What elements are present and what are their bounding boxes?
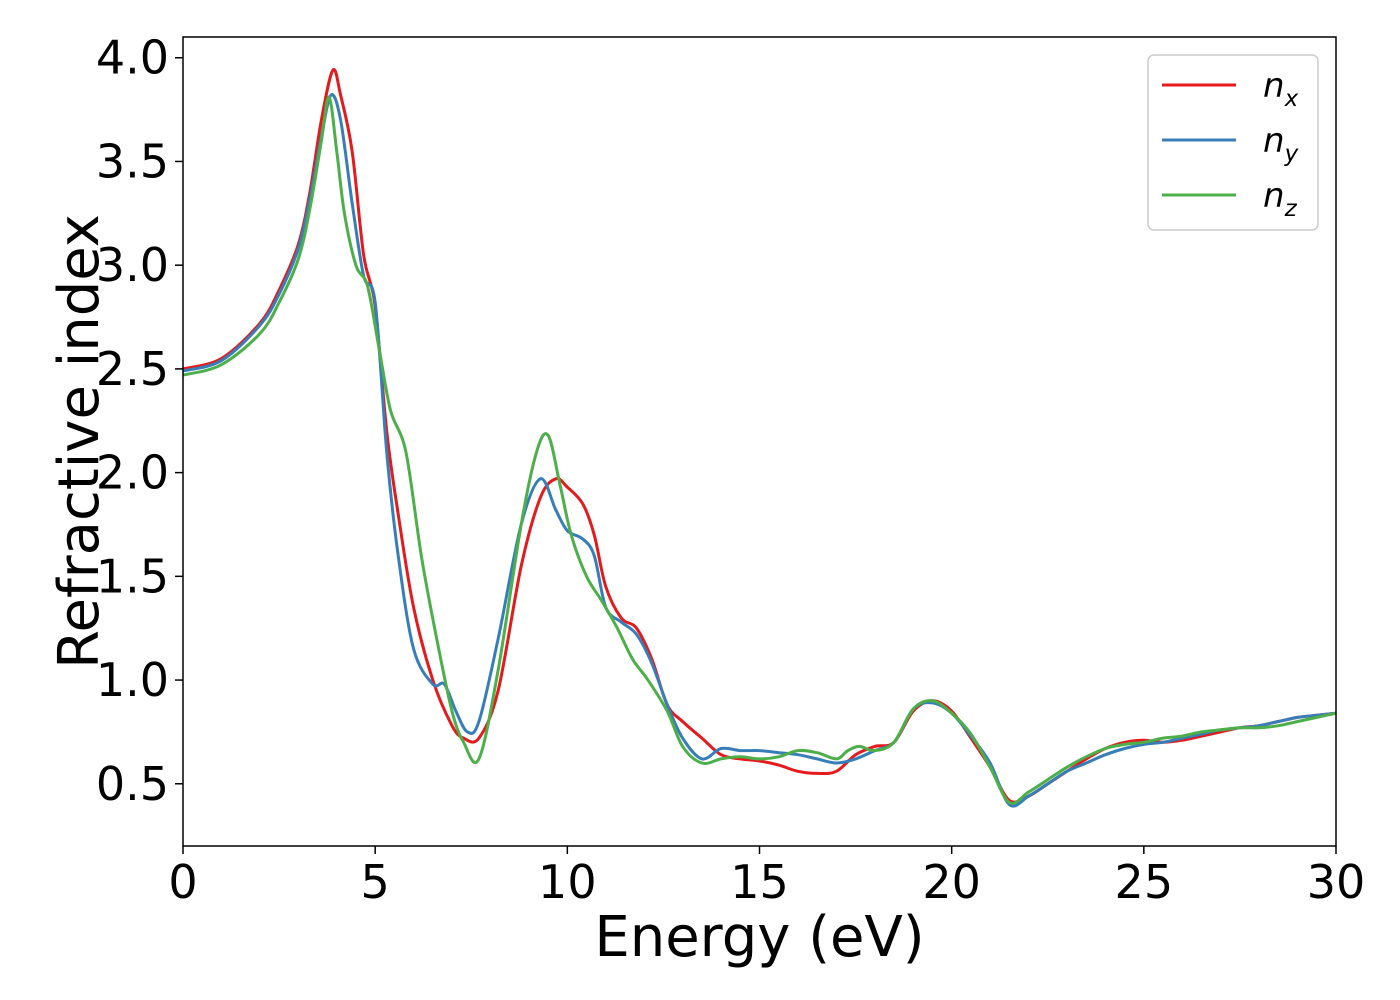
y-tick-label: 2.0 [96,446,169,500]
series-line-z [183,95,1336,805]
x-tick-label: 15 [730,855,789,909]
y-tick-label: 3.5 [96,134,169,188]
y-axis-ticks: 0.5 1.0 1.5 2.0 2.5 3.0 3.5 4.0 [96,31,183,811]
x-tick-label: 10 [538,855,597,909]
x-tick-label: 5 [361,855,390,909]
legend-box [1147,54,1319,231]
x-tick-label: 0 [168,855,197,909]
series-layer [183,68,1336,808]
y-tick-label: 4.0 [96,31,169,85]
legend-entry-y: ny [1263,121,1299,167]
legend-entry-z: nz [1263,176,1298,222]
y-axis-label: Refractive index [47,214,112,669]
y-tick-label: 2.5 [96,342,169,396]
x-tick-label: 20 [922,855,981,909]
y-tick-label: 3.0 [96,238,169,292]
x-tick-label: 25 [1115,855,1174,909]
series-line-y [183,93,1336,808]
x-tick-label: 30 [1307,855,1366,909]
y-tick-label: 1.5 [96,549,169,603]
y-tick-label: 0.5 [96,757,169,811]
y-tick-label: 1.0 [96,653,169,707]
x-axis-ticks: 0 5 10 15 20 25 30 [168,846,1365,909]
x-axis-label: Energy (eV) [594,905,924,970]
